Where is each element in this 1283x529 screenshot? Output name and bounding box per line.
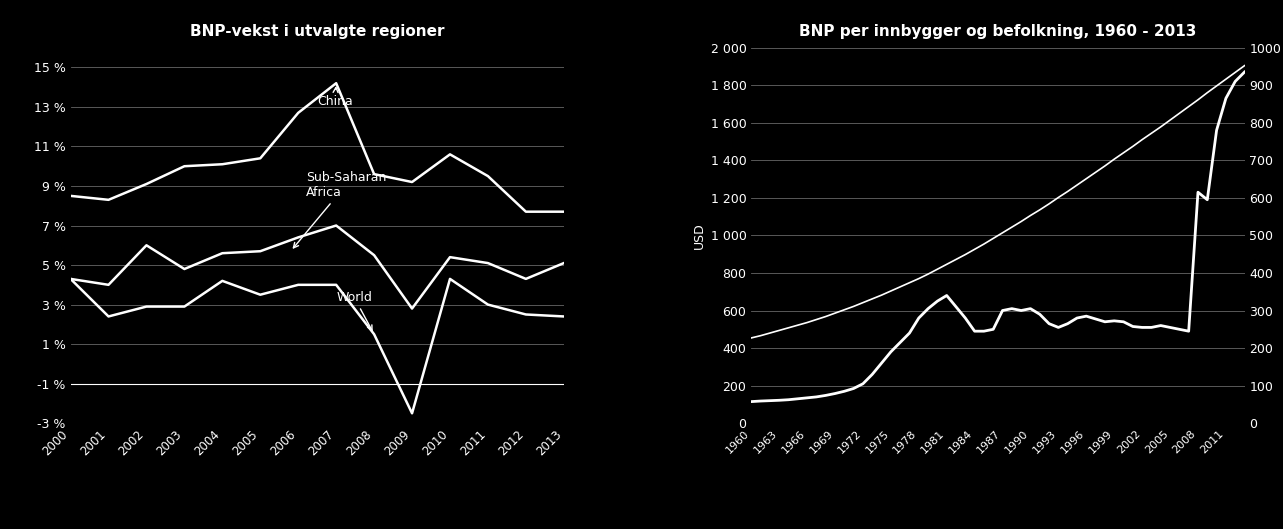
BNP per innbygger (v. akse) (744, 398, 760, 405)
BNP per innbygger (v. akse) (828, 390, 843, 397)
Title: BNP-vekst i utvalgte regioner: BNP-vekst i utvalgte regioner (190, 24, 444, 40)
Line: Befolkning (h. akse): Befolkning (h. akse) (752, 66, 1245, 338)
BNP per innbygger (v. akse) (1079, 313, 1094, 320)
Befolkning (h. akse) (1237, 62, 1252, 69)
Befolkning (h. akse) (744, 335, 760, 341)
BNP per innbygger (v. akse) (1014, 307, 1029, 314)
BNP per innbygger (v. akse) (1237, 69, 1252, 75)
Text: China: China (317, 87, 353, 108)
Befolkning (h. akse) (1042, 200, 1057, 207)
Befolkning (h. akse) (1014, 218, 1029, 225)
Befolkning (h. akse) (828, 310, 843, 316)
BNP per innbygger (v. akse) (930, 298, 946, 304)
Text: World: World (336, 290, 372, 331)
Text: Sub-Saharan
Africa: Sub-Saharan Africa (294, 171, 386, 248)
Title: BNP per innbygger og befolkning, 1960 - 2013: BNP per innbygger og befolkning, 1960 - … (799, 24, 1197, 40)
BNP per innbygger (v. akse) (1032, 311, 1047, 317)
Y-axis label: USD: USD (693, 222, 707, 249)
Befolkning (h. akse) (1032, 207, 1047, 213)
Line: BNP per innbygger (v. akse): BNP per innbygger (v. akse) (752, 72, 1245, 402)
Befolkning (h. akse) (930, 266, 946, 272)
Befolkning (h. akse) (1079, 176, 1094, 182)
BNP per innbygger (v. akse) (1042, 321, 1057, 327)
